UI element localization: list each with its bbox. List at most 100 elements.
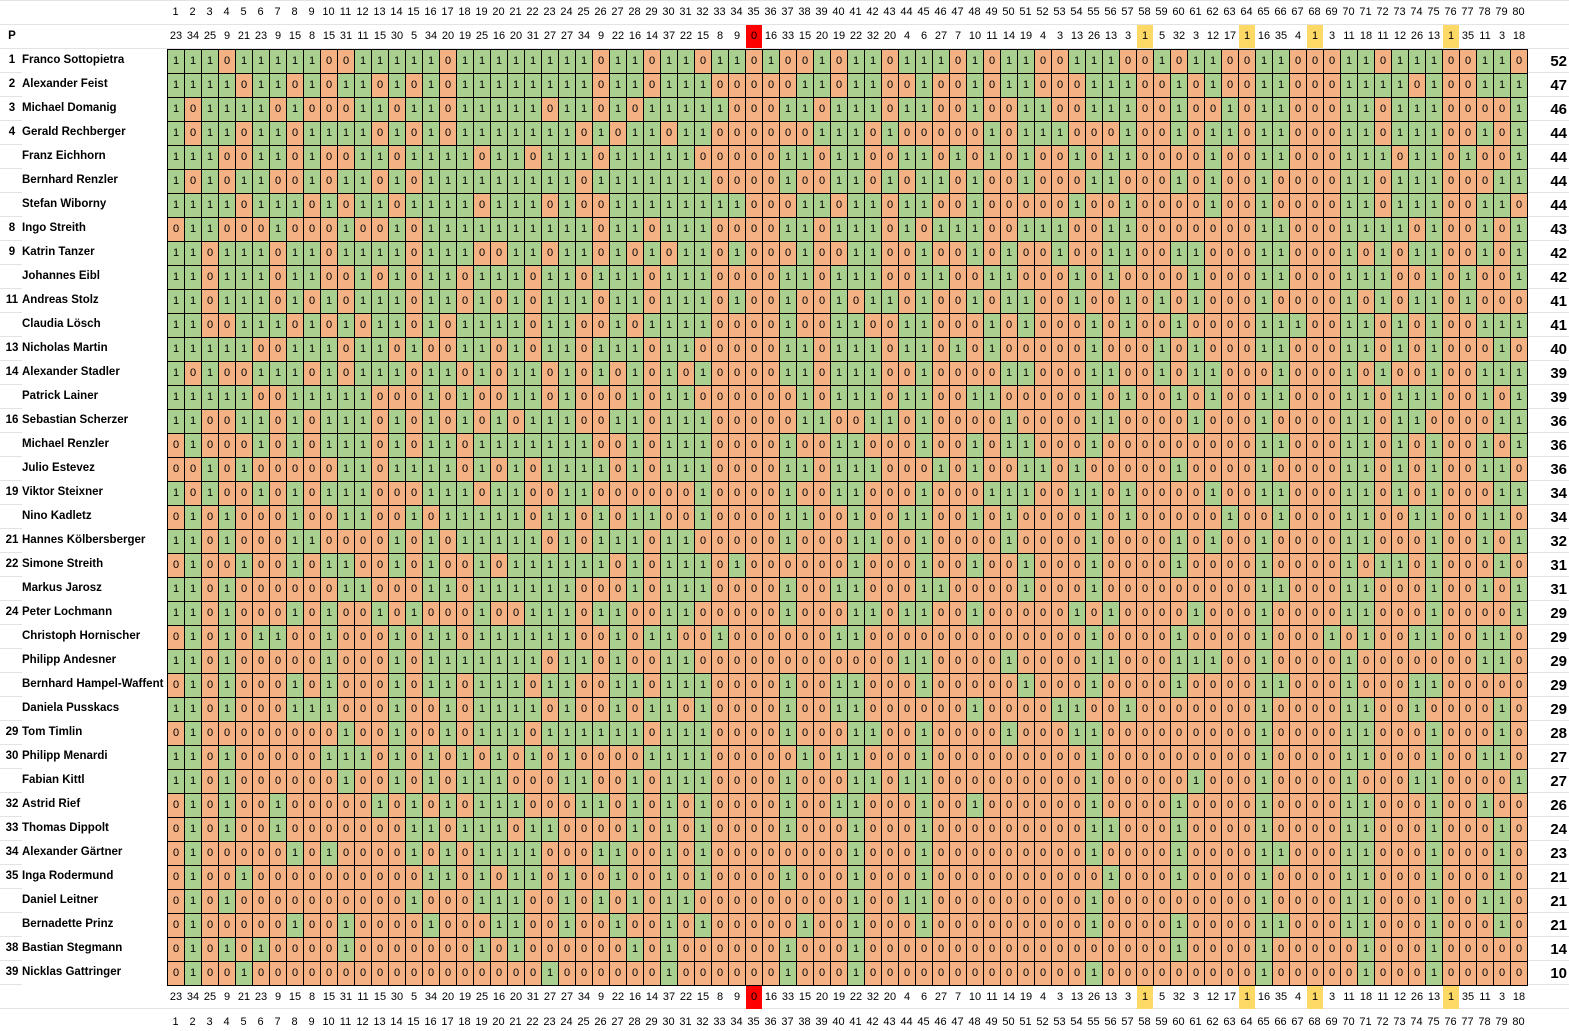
answer-cell: 0 xyxy=(1034,625,1052,650)
correct-count: 7 xyxy=(954,30,962,42)
answer-cell: 0 xyxy=(1459,385,1477,410)
answer-cell: 0 xyxy=(201,553,219,578)
answer-cell: 0 xyxy=(1476,481,1494,506)
answer-cell: 1 xyxy=(507,625,525,650)
answer-cell: 0 xyxy=(1034,553,1052,578)
answer-cell: 1 xyxy=(235,313,253,338)
answer-cell: 1 xyxy=(779,481,797,506)
answer-cell: 0 xyxy=(932,481,950,506)
correct-count: 16 xyxy=(492,991,506,1003)
participant-name: Michael Domanig xyxy=(22,97,167,121)
answer-cell: 1 xyxy=(609,337,627,362)
answer-cell: 0 xyxy=(252,337,270,362)
answer-cell: 0 xyxy=(1204,961,1222,986)
answer-cell: 0 xyxy=(388,145,406,170)
answer-cell: 1 xyxy=(201,193,219,218)
answer-cell: 0 xyxy=(1238,553,1256,578)
answer-cell: 0 xyxy=(1238,193,1256,218)
question-number: 20 xyxy=(492,5,505,18)
answer-cell: 1 xyxy=(864,241,882,266)
answer-cell: 1 xyxy=(830,745,848,770)
answer-cell: 0 xyxy=(898,721,916,746)
answer-cell: 1 xyxy=(1476,385,1494,410)
answer-cell: 0 xyxy=(898,841,916,866)
answer-cell: 0 xyxy=(762,97,780,122)
answer-cell: 0 xyxy=(898,361,916,386)
answer-cell: 0 xyxy=(1374,313,1392,338)
answer-cell: 0 xyxy=(422,793,440,818)
answer-cell: 0 xyxy=(1476,97,1494,122)
answer-cell: 0 xyxy=(1187,625,1205,650)
answer-cell: 1 xyxy=(677,169,695,194)
answer-cell: 0 xyxy=(1170,289,1188,314)
answer-cell: 0 xyxy=(541,193,559,218)
score: 52 xyxy=(1550,52,1567,70)
answer-cell: 1 xyxy=(1085,961,1103,986)
answer-cell: 0 xyxy=(1153,889,1171,914)
answer-cell: 1 xyxy=(490,313,508,338)
participant-name: Philipp Menardi xyxy=(22,745,167,769)
answer-cell: 0 xyxy=(813,601,831,626)
answer-cell: 1 xyxy=(320,121,338,146)
answer-cell: 0 xyxy=(847,289,865,314)
answer-cell: 0 xyxy=(558,817,576,842)
answer-cell: 0 xyxy=(439,73,457,98)
answer-cell: 0 xyxy=(405,625,423,650)
answer-cell: 0 xyxy=(490,601,508,626)
answer-cell: 1 xyxy=(677,265,695,290)
answer-cell: 1 xyxy=(1119,697,1137,722)
answer-cell: 1 xyxy=(1425,121,1443,146)
answer-cell: 1 xyxy=(456,745,474,770)
answer-cell: 1 xyxy=(1408,409,1426,434)
answer-cell: 0 xyxy=(1153,73,1171,98)
answer-cell: 1 xyxy=(422,73,440,98)
answer-cell: 1 xyxy=(218,793,236,818)
answer-cell: 1 xyxy=(1255,337,1273,362)
answer-cell: 0 xyxy=(1510,193,1528,218)
answer-cell: 1 xyxy=(847,553,865,578)
question-number: 26 xyxy=(594,1015,607,1028)
answer-cell: 0 xyxy=(711,385,729,410)
answer-cell: 0 xyxy=(1000,601,1018,626)
answer-cell: 1 xyxy=(592,505,610,530)
answer-cell: 0 xyxy=(643,481,661,506)
answer-cell: 0 xyxy=(1459,553,1477,578)
answer-cell: 0 xyxy=(1272,889,1290,914)
answer-cell: 1 xyxy=(320,649,338,674)
answer-cell: 1 xyxy=(422,913,440,938)
answer-cell: 1 xyxy=(626,217,644,242)
answer-cell: 1 xyxy=(932,457,950,482)
answer-cell: 1 xyxy=(1425,313,1443,338)
answer-cell: 0 xyxy=(745,241,763,266)
answer-cell: 1 xyxy=(915,193,933,218)
answer-cell: 0 xyxy=(813,577,831,602)
answer-cell: 0 xyxy=(524,337,542,362)
answer-cell: 1 xyxy=(1272,505,1290,530)
answer-cell: 0 xyxy=(1510,649,1528,674)
answer-cell: 1 xyxy=(915,577,933,602)
participant-name: Johannes Eibl xyxy=(22,265,167,289)
answer-cell: 0 xyxy=(983,577,1001,602)
answer-cell: 1 xyxy=(320,553,338,578)
answer-cell: 0 xyxy=(575,577,593,602)
answer-cell: 0 xyxy=(1459,529,1477,554)
answer-cell: 0 xyxy=(201,769,219,794)
score: 34 xyxy=(1550,484,1567,502)
answer-cell: 0 xyxy=(1136,649,1154,674)
answer-cell: 0 xyxy=(1170,889,1188,914)
answer-cell: 1 xyxy=(983,481,1001,506)
answer-cell: 0 xyxy=(1187,145,1205,170)
answer-cell: 1 xyxy=(1425,961,1443,986)
question-number: 45 xyxy=(917,5,930,18)
answer-cell: 0 xyxy=(1136,409,1154,434)
answer-cell: 0 xyxy=(1034,385,1052,410)
answer-cell: 1 xyxy=(779,169,797,194)
answer-cell: 0 xyxy=(592,217,610,242)
answer-cell: 0 xyxy=(966,625,984,650)
answer-cell: 1 xyxy=(1391,337,1409,362)
answer-cell: 0 xyxy=(932,841,950,866)
answer-cell: 0 xyxy=(524,721,542,746)
answer-cell: 1 xyxy=(1085,361,1103,386)
answer-cell: 0 xyxy=(898,241,916,266)
answer-cell: 0 xyxy=(864,625,882,650)
